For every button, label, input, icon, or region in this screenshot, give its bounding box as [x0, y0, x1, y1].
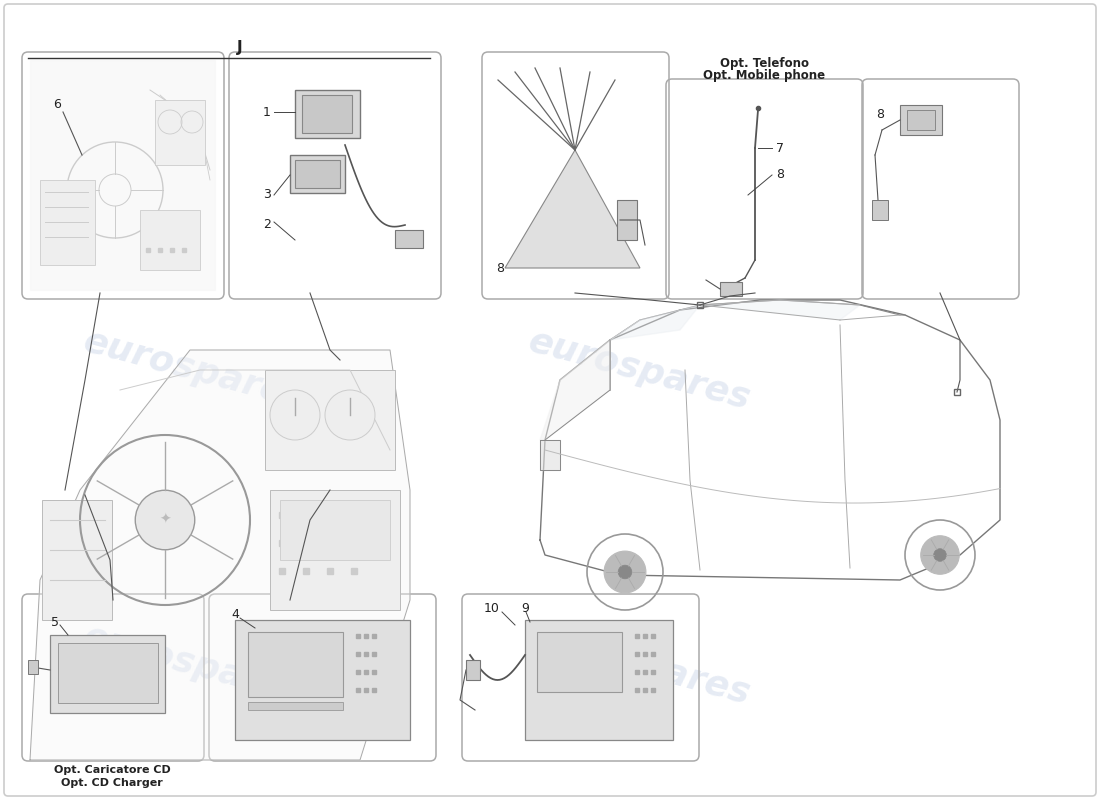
Bar	[28, 660, 38, 674]
Circle shape	[618, 565, 631, 579]
Bar	[270, 490, 400, 610]
Polygon shape	[540, 340, 611, 440]
Circle shape	[604, 551, 646, 593]
Polygon shape	[505, 150, 640, 268]
Text: 10: 10	[484, 602, 499, 614]
Bar	[50, 635, 165, 713]
Bar	[295, 90, 360, 138]
Text: Opt. Caricatore CD: Opt. Caricatore CD	[54, 765, 170, 775]
Bar	[248, 702, 343, 710]
Text: 1: 1	[263, 106, 271, 118]
Text: eurospares: eurospares	[80, 324, 310, 416]
Bar	[537, 632, 621, 692]
Bar	[140, 210, 200, 270]
Bar	[872, 200, 888, 220]
Bar	[525, 620, 673, 740]
Bar	[155, 100, 205, 165]
Text: 4: 4	[231, 609, 239, 622]
Bar	[290, 155, 345, 193]
Text: 7: 7	[776, 142, 784, 154]
Text: J: J	[238, 40, 243, 55]
Text: Opt. Mobile phone: Opt. Mobile phone	[703, 70, 825, 82]
Bar	[280, 500, 390, 560]
Bar	[295, 160, 340, 188]
Bar	[466, 660, 480, 680]
Text: Opt. Telefono: Opt. Telefono	[719, 57, 808, 70]
Text: 6: 6	[53, 98, 60, 111]
Circle shape	[270, 390, 320, 440]
Bar	[42, 500, 112, 620]
Text: eurospares: eurospares	[525, 619, 755, 711]
Bar	[58, 643, 158, 703]
Bar	[395, 230, 424, 248]
Text: 2: 2	[263, 218, 271, 231]
Text: 5: 5	[51, 615, 59, 629]
Bar	[900, 105, 942, 135]
Text: ✦: ✦	[160, 513, 170, 527]
Circle shape	[921, 536, 959, 574]
Polygon shape	[610, 305, 700, 340]
Polygon shape	[540, 440, 560, 470]
Bar	[265, 370, 395, 470]
Bar	[908, 110, 935, 130]
Text: 9: 9	[521, 602, 529, 614]
Text: Opt. CD Charger: Opt. CD Charger	[62, 778, 163, 788]
Text: 8: 8	[876, 109, 884, 122]
Circle shape	[135, 490, 195, 550]
Text: 3: 3	[263, 189, 271, 202]
Polygon shape	[30, 350, 410, 760]
Text: 8: 8	[496, 262, 504, 274]
Circle shape	[934, 549, 946, 562]
Bar	[617, 200, 637, 240]
Bar	[248, 632, 343, 697]
Circle shape	[324, 390, 375, 440]
Text: 8: 8	[776, 169, 784, 182]
Bar	[235, 620, 410, 740]
Text: eurospares: eurospares	[525, 324, 755, 416]
Bar	[720, 282, 742, 296]
Polygon shape	[700, 300, 860, 320]
Text: eurospares: eurospares	[80, 619, 310, 711]
Bar	[40, 180, 95, 265]
Polygon shape	[30, 60, 214, 290]
Bar	[302, 95, 352, 133]
